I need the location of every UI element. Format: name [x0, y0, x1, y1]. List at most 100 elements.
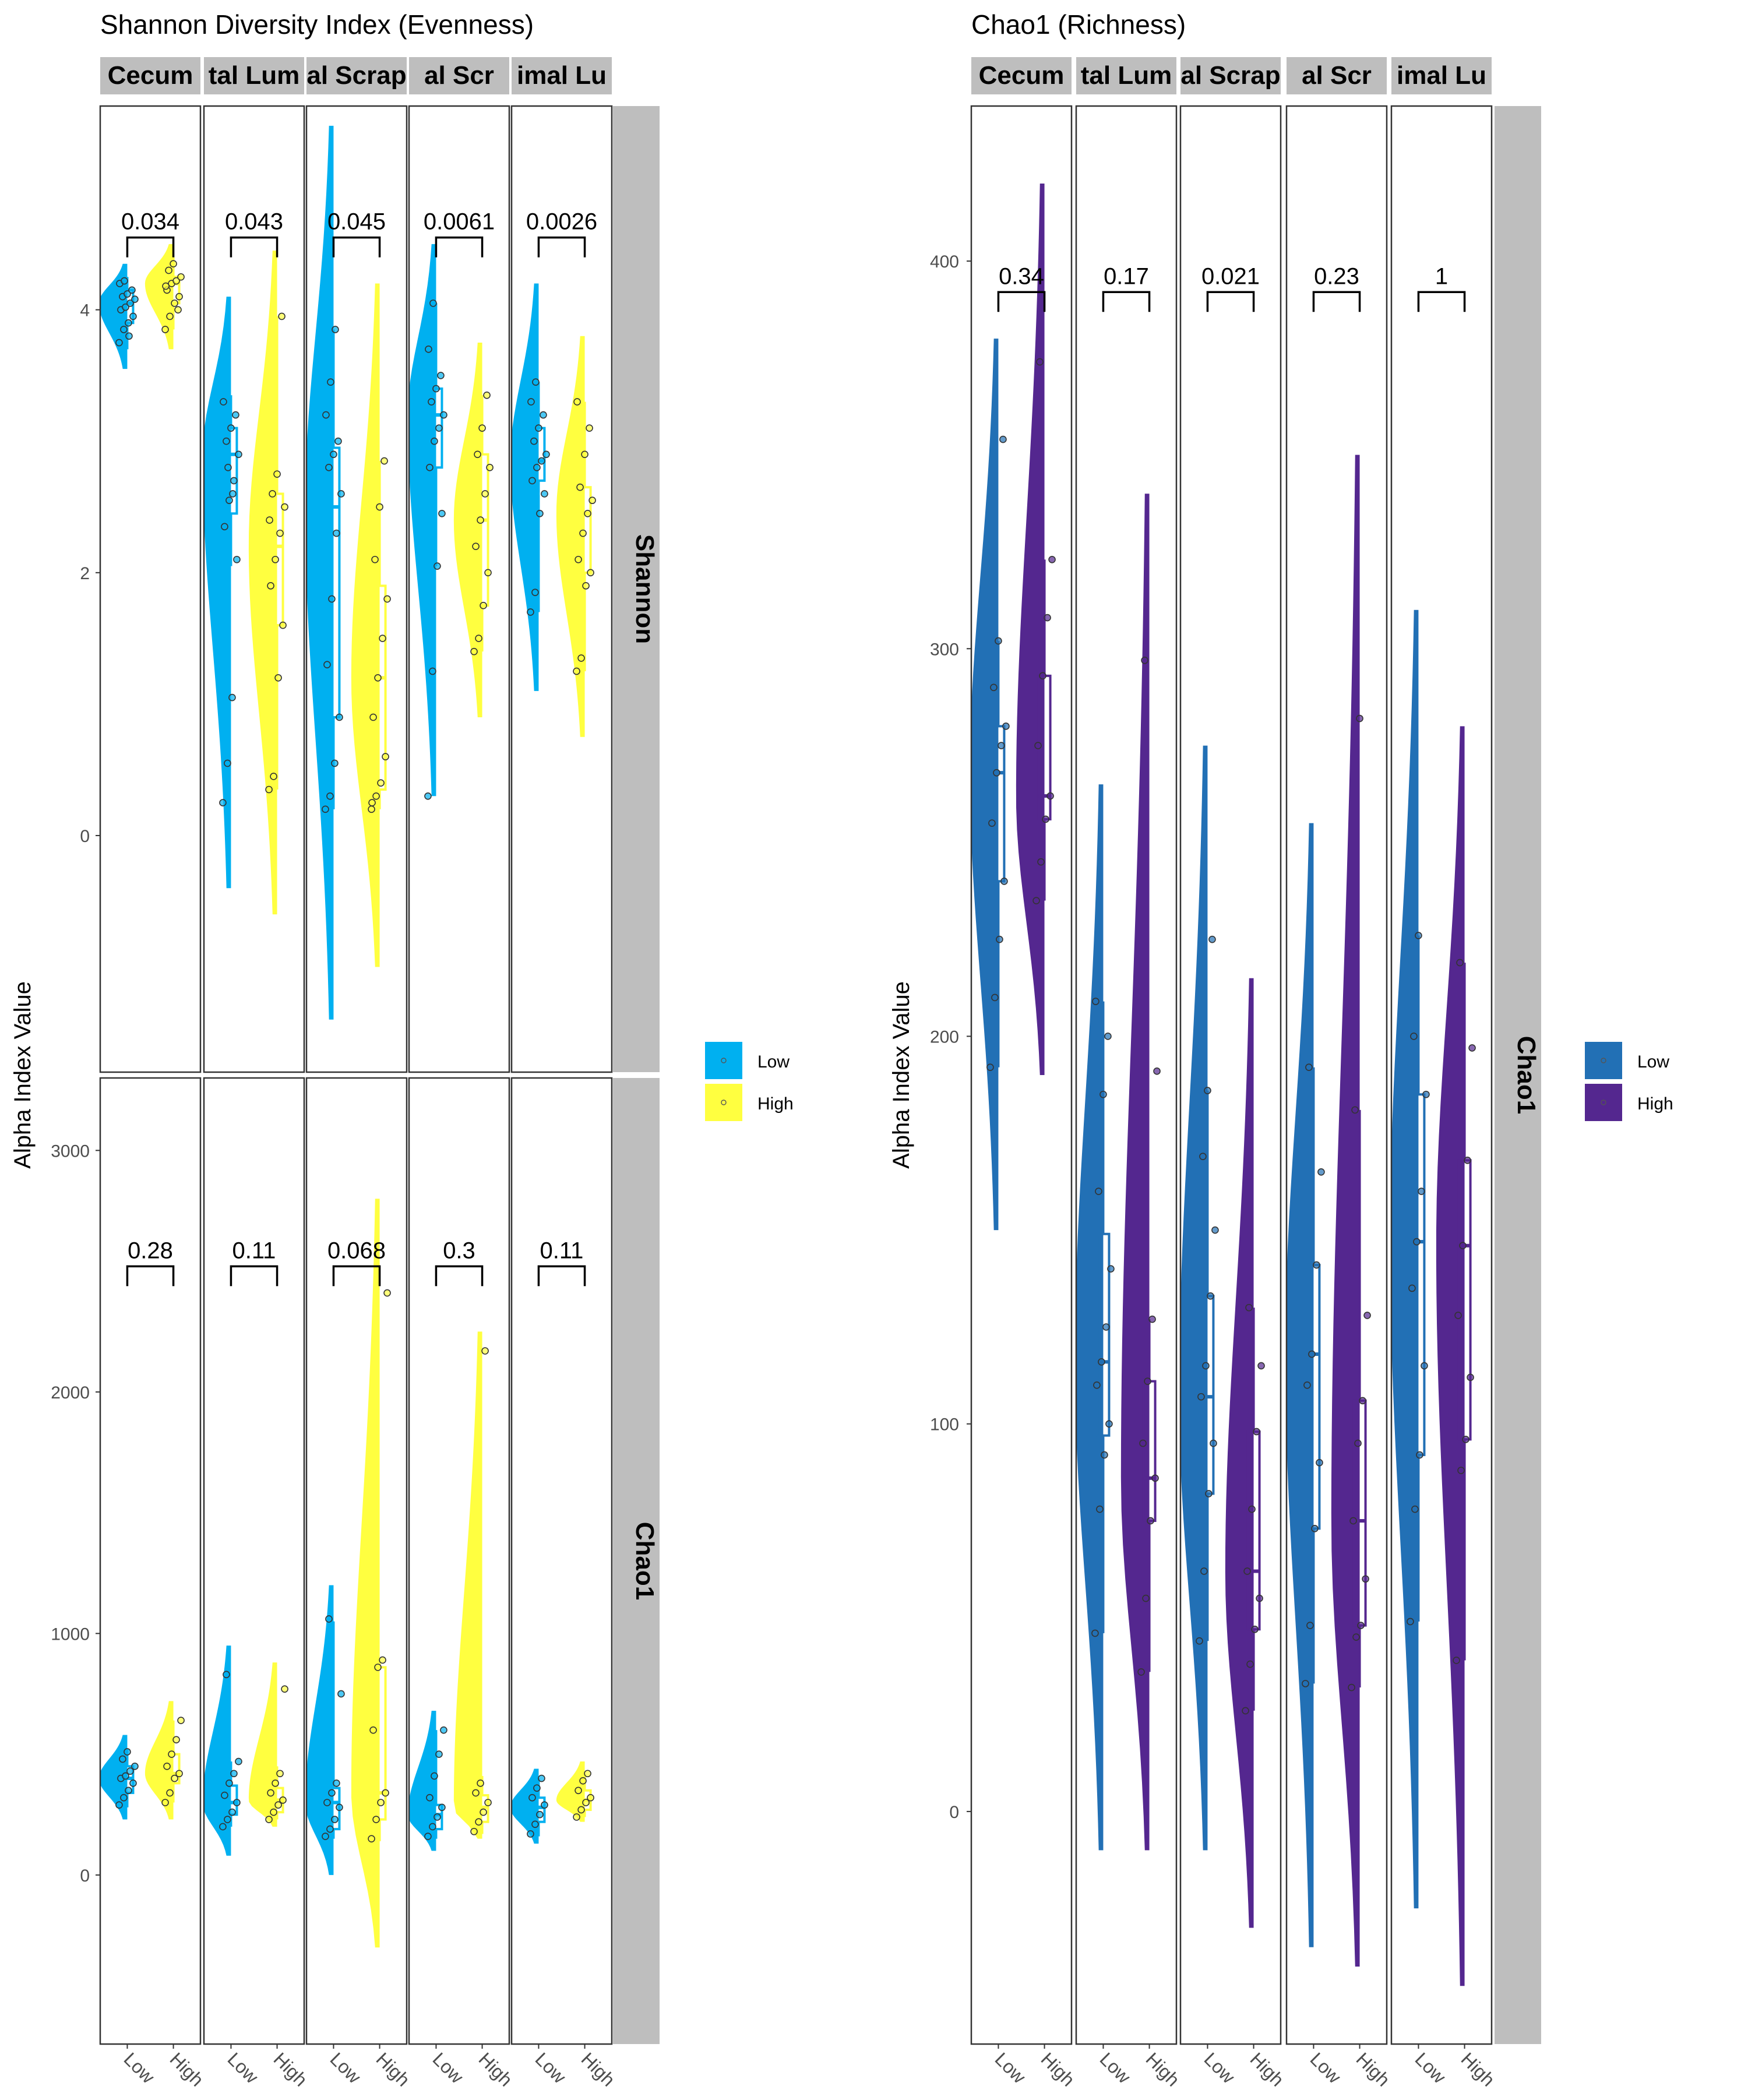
data-point-low — [533, 1784, 541, 1792]
data-point-high — [573, 667, 580, 675]
data-point-high — [270, 1808, 277, 1816]
data-point-high — [475, 1818, 482, 1826]
data-point-low — [1408, 1284, 1416, 1292]
data-point-low — [1200, 1567, 1208, 1575]
row-strip-label: Shannon — [630, 534, 659, 644]
data-point-low — [541, 490, 548, 498]
density-cloud-low — [1076, 784, 1104, 1851]
data-point-high — [1257, 1362, 1265, 1370]
data-point-low — [429, 667, 436, 675]
data-point-high — [1352, 1633, 1360, 1641]
x-tick-label: Low — [223, 2048, 263, 2088]
data-point-high — [577, 1806, 585, 1814]
column-strip-label: al Scrap — [1180, 61, 1280, 90]
data-point-low — [224, 464, 232, 471]
data-point-high — [480, 1808, 487, 1816]
panel-border — [970, 105, 1073, 2045]
data-point-high — [267, 1789, 274, 1797]
x-tick-label: Low — [531, 2048, 570, 2088]
data-point-low — [1316, 1458, 1323, 1467]
data-point-high — [484, 569, 492, 577]
data-point-low — [125, 1787, 132, 1795]
data-point-low — [528, 1794, 536, 1802]
data-point-high — [1036, 358, 1044, 366]
data-point-high — [1359, 1397, 1366, 1405]
data-point-low — [1416, 1451, 1423, 1459]
data-point-high — [177, 1717, 185, 1724]
panel-marks — [1180, 745, 1265, 1928]
data-point-high — [368, 805, 375, 813]
data-point-low — [527, 608, 534, 616]
box-high — [270, 492, 284, 627]
data-point-low — [323, 1799, 331, 1806]
panel-marks — [512, 283, 596, 737]
data-point-low — [1102, 1323, 1110, 1331]
significance-bracket — [1312, 291, 1361, 312]
data-point-low — [435, 424, 443, 432]
p-value-label: 0.045 — [327, 209, 386, 235]
x-tick-label: High — [1457, 2048, 1499, 2090]
y-tick-label: 400 — [930, 252, 959, 272]
y-tick-label: 2000 — [51, 1383, 90, 1403]
data-point-low — [328, 595, 336, 603]
data-point-high — [175, 293, 183, 301]
data-point-low — [999, 435, 1007, 443]
density-cloud-high — [1016, 184, 1045, 1075]
row-strip-label: Chao1 — [630, 1522, 659, 1600]
data-point-low — [431, 437, 438, 445]
data-point-low — [1308, 1350, 1316, 1358]
density-cloud-high — [453, 1331, 482, 1839]
x-tick-label: High — [1246, 2048, 1288, 2090]
data-point-low — [131, 295, 139, 303]
data-point-low — [1002, 723, 1010, 730]
column-strip — [1391, 57, 1492, 94]
significance-bracket — [1417, 291, 1466, 312]
significance-bracket — [126, 1265, 175, 1287]
data-point-high — [379, 635, 386, 642]
column-strip — [204, 57, 304, 94]
data-point-low — [227, 424, 235, 432]
data-point-low — [225, 1780, 233, 1787]
data-point-low — [424, 792, 432, 800]
data-point-high — [376, 503, 383, 511]
data-point-high — [581, 450, 588, 459]
x-tick-label: High — [475, 2048, 517, 2090]
data-point-low — [322, 411, 330, 419]
data-point-low — [424, 1833, 432, 1840]
data-point-high — [279, 621, 287, 629]
data-point-low — [336, 1803, 343, 1812]
data-point-low — [219, 1823, 227, 1831]
data-point-high — [369, 713, 377, 721]
data-point-high — [1141, 656, 1148, 664]
data-point-low — [1418, 1188, 1425, 1195]
panel-border — [1075, 105, 1178, 2045]
data-point-high — [474, 450, 481, 459]
panel-border — [99, 105, 202, 1073]
density-cloud-high — [248, 251, 277, 915]
y-tick-label: 2 — [80, 564, 90, 583]
data-point-low — [1199, 1153, 1207, 1160]
p-value-label: 0.0026 — [526, 209, 597, 235]
data-point-high — [272, 1780, 279, 1787]
data-point-high — [174, 306, 182, 313]
data-point-high — [369, 1726, 377, 1734]
data-point-low — [1421, 1362, 1428, 1370]
density-cloud-high — [145, 244, 174, 350]
panel: 0.17 Low High — [1075, 105, 1184, 2090]
data-point-high — [161, 326, 169, 333]
data-point-high — [372, 1816, 380, 1823]
data-point-low — [1204, 1087, 1211, 1094]
data-point-high — [486, 464, 494, 471]
data-point-high — [177, 273, 185, 281]
density-cloud-low — [1180, 745, 1208, 1851]
data-point-low — [326, 1825, 334, 1833]
data-point-low — [426, 1794, 434, 1802]
p-value-label: 0.28 — [128, 1238, 173, 1263]
data-point-high — [276, 1770, 284, 1778]
legend-label: High — [1637, 1094, 1673, 1114]
significance-bracket — [537, 1265, 586, 1287]
x-tick-label: High — [577, 2048, 619, 2090]
density-cloud-low — [306, 125, 334, 1020]
panel: 0.0061 — [408, 105, 510, 1073]
